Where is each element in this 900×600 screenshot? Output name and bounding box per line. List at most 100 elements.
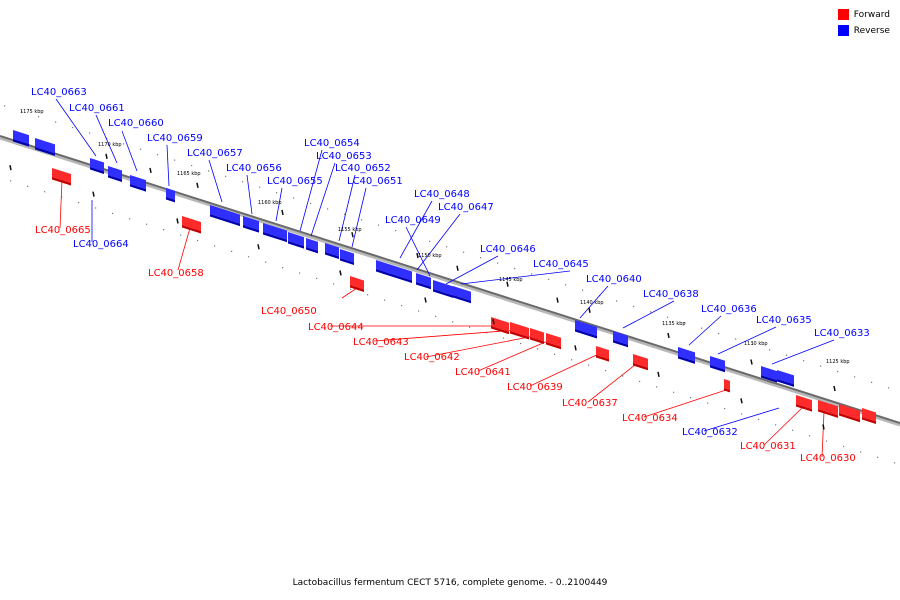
reverse-gene-feature[interactable] [263,223,287,243]
reverse-gene-feature[interactable] [35,138,55,156]
tick-dash [9,165,12,171]
gene-label: LC40_0639 [507,382,563,393]
gene-body [325,243,339,257]
forward-gene-feature[interactable] [491,317,509,335]
track-dot [554,353,556,355]
track-dot [503,337,505,339]
gene-shadow [52,177,71,186]
gene-label: LC40_0658 [148,268,204,279]
track-dot [265,261,267,263]
reverse-gene-feature[interactable] [288,232,304,249]
gene-label: LC40_0644 [308,322,364,333]
gene-leader-line [246,174,253,215]
gene-shadow [376,269,412,283]
tick-dash [750,359,753,365]
track-dot [820,365,822,367]
kbp-tick-label: 1165 kbp [177,171,201,177]
track-dot [616,300,618,302]
gene-shadow [35,147,55,156]
track-dot [769,349,771,351]
gene-leader-line [703,407,780,432]
kbp-tick-label: 1140 kbp [580,300,604,306]
reverse-gene-feature[interactable] [166,188,175,203]
reverse-gene-feature[interactable] [376,260,412,283]
gene-body [35,138,55,154]
forward-gene-feature[interactable] [839,404,860,423]
reverse-gene-feature[interactable] [433,280,453,298]
tick-dash [196,182,199,188]
reverse-gene-feature[interactable] [90,158,104,174]
forward-gene-feature[interactable] [182,216,201,234]
gene-shadow [839,413,860,423]
gene-label: LC40_0660 [108,118,164,129]
reverse-gene-feature[interactable] [678,347,695,364]
gene-label: LC40_0659 [147,133,203,144]
forward-gene-feature[interactable] [633,354,648,371]
reverse-gene-feature[interactable] [613,331,628,348]
gene-shadow [546,342,561,350]
reverse-gene-feature[interactable] [130,175,146,192]
reverse-gene-feature[interactable] [243,216,259,233]
reverse-gene-feature[interactable] [108,166,122,182]
reverse-gene-feature[interactable] [575,320,597,339]
gene-label: LC40_0653 [316,151,372,162]
gene-label: LC40_0665 [35,225,91,236]
tick-dash [92,191,95,197]
gene-label: LC40_0641 [455,367,511,378]
gene-label: LC40_0651 [347,176,403,187]
gene-shadow [340,258,354,265]
track-dot [639,380,641,383]
tick-dash [416,252,419,259]
reverse-gene-feature[interactable] [13,130,29,147]
forward-gene-feature[interactable] [818,400,838,418]
track-dot [38,116,40,118]
reverse-gene-feature[interactable] [340,249,354,265]
kbp-tick-label: 1150 kbp [418,253,442,259]
track-dot [78,201,80,204]
gene-label: LC40_0647 [438,202,494,213]
reverse-gene-feature[interactable] [761,366,777,383]
gene-shadow [862,417,876,424]
forward-gene-feature[interactable] [862,408,876,424]
forward-gene-feature[interactable] [596,346,609,362]
track-dot [894,462,896,464]
gene-label: LC40_0642 [404,352,460,363]
forward-gene-feature[interactable] [546,333,561,350]
reverse-gene-feature[interactable] [416,273,431,290]
reverse-gene-feature[interactable] [453,286,471,304]
gene-label: LC40_0657 [187,148,243,159]
forward-gene-feature[interactable] [530,328,544,344]
kbp-tick-label: 1135 kbp [662,321,686,327]
forward-gene-feature[interactable] [796,395,812,412]
track-dot [27,185,29,187]
gene-body [724,379,730,390]
gene-leader-line [405,226,431,277]
gene-leader-line [587,360,641,403]
gene-body [546,333,561,347]
gene-leader-line [310,162,336,237]
track-dot [809,435,811,437]
forward-gene-feature[interactable] [724,379,730,393]
forward-gene-feature[interactable] [350,276,364,292]
track-dot [350,288,352,290]
gene-body [243,216,259,231]
reverse-gene-feature[interactable] [210,205,240,227]
track-dot [690,397,692,399]
gene-shadow [724,388,730,393]
gene-leader-line [373,329,517,342]
reverse-gene-feature[interactable] [777,370,794,387]
reverse-gene-feature[interactable] [710,356,725,373]
track-dot [667,316,669,318]
gene-body [90,158,104,172]
gene-shadow [491,326,509,335]
gene-shadow [13,139,29,147]
reverse-gene-feature[interactable] [306,238,318,254]
forward-gene-feature[interactable] [52,168,71,186]
gene-body [306,238,318,251]
track-dot [112,212,114,215]
track-dot [395,229,397,232]
forward-gene-feature[interactable] [510,322,529,340]
reverse-gene-feature[interactable] [325,243,339,259]
gene-body [416,273,431,287]
